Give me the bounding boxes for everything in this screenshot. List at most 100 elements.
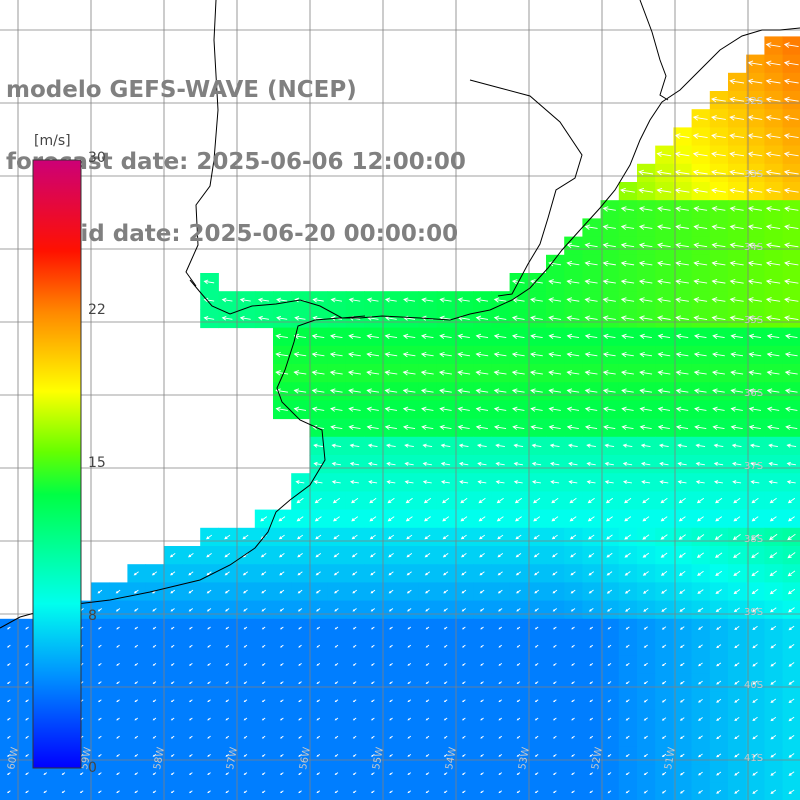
wind-arrow xyxy=(440,480,450,484)
wind-arrow xyxy=(571,754,575,757)
wind-arrow xyxy=(783,96,799,103)
wind-arrow xyxy=(513,443,524,448)
wind-arrow xyxy=(530,388,543,394)
wind-arrow xyxy=(352,626,357,630)
wind-arrow xyxy=(203,315,215,321)
wind-arrow xyxy=(134,699,139,703)
wind-arrow xyxy=(769,588,777,595)
wind-arrow xyxy=(692,133,708,139)
wind-arrow xyxy=(643,772,648,776)
wind-arrow xyxy=(477,461,487,466)
wind-arrow xyxy=(769,516,777,522)
wind-arrow xyxy=(407,663,412,666)
wind-arrow xyxy=(711,370,725,376)
wind-arrow xyxy=(661,735,667,739)
wind-arrow xyxy=(715,516,723,522)
wind-arrow xyxy=(752,625,758,631)
wind-arrow xyxy=(402,351,416,358)
wind-arrow xyxy=(98,754,102,757)
wind-arrow xyxy=(765,42,781,48)
wind-arrow xyxy=(329,388,343,394)
lat-label: 40S xyxy=(744,680,763,691)
wind-arrow xyxy=(351,516,359,522)
wind-arrow xyxy=(625,644,630,648)
wind-arrow xyxy=(498,626,503,630)
wind-arrow xyxy=(389,790,393,794)
wind-arrow xyxy=(280,663,284,666)
wind-arrow xyxy=(606,571,613,576)
wind-arrow xyxy=(206,553,212,558)
wind-arrow xyxy=(661,753,667,758)
wind-arrow xyxy=(133,571,139,576)
wind-arrow xyxy=(243,772,248,775)
wind-arrow xyxy=(298,644,302,648)
wind-arrow xyxy=(751,607,759,613)
wind-arrow xyxy=(479,608,485,612)
wind-arrow xyxy=(407,735,412,739)
wind-arrow xyxy=(584,224,598,230)
wind-arrow xyxy=(694,333,707,339)
wind-arrow xyxy=(134,663,139,666)
wind-arrow xyxy=(678,497,686,504)
wind-arrow xyxy=(765,60,781,67)
wind-arrow xyxy=(769,607,777,613)
wind-arrow xyxy=(334,717,339,721)
wind-arrow xyxy=(530,424,543,430)
wind-arrow xyxy=(368,480,378,484)
wind-arrow xyxy=(243,790,248,794)
wind-arrow xyxy=(371,790,375,794)
wind-arrow xyxy=(765,96,781,103)
wind-arrow xyxy=(679,570,686,576)
wind-arrow xyxy=(589,735,594,739)
wind-arrow xyxy=(315,589,321,594)
wind-arrow xyxy=(606,552,613,558)
wind-arrow xyxy=(421,297,434,303)
wind-arrow xyxy=(116,717,120,721)
wind-arrow xyxy=(765,278,781,285)
wind-arrow xyxy=(679,771,685,776)
wind-arrow xyxy=(462,626,466,630)
wind-arrow xyxy=(225,608,230,612)
wind-arrow xyxy=(661,699,667,703)
wind-arrow xyxy=(425,608,430,612)
wind-arrow xyxy=(661,644,667,648)
wind-arrow xyxy=(514,497,523,504)
wind-arrow xyxy=(278,516,286,522)
wind-arrow xyxy=(334,608,339,612)
wind-arrow xyxy=(747,297,762,303)
wind-arrow xyxy=(498,644,503,648)
wind-arrow xyxy=(571,790,575,794)
wind-arrow xyxy=(607,607,612,612)
wind-arrow xyxy=(293,351,307,358)
wind-arrow xyxy=(643,589,649,594)
wind-arrow xyxy=(460,534,467,540)
wind-arrow xyxy=(7,644,11,648)
wind-arrow xyxy=(243,644,248,648)
wind-arrow xyxy=(512,424,525,430)
wind-arrow xyxy=(675,333,689,339)
wind-arrow xyxy=(768,480,778,484)
wind-arrow xyxy=(243,735,248,739)
wind-arrow xyxy=(716,644,722,649)
wind-arrow xyxy=(439,333,452,339)
wind-arrow xyxy=(712,388,725,394)
wind-arrow xyxy=(407,681,412,684)
wind-arrow xyxy=(298,735,302,739)
wind-arrow xyxy=(334,754,339,757)
wind-arrow xyxy=(79,790,84,794)
wind-arrow xyxy=(729,206,744,212)
wind-arrow xyxy=(729,151,745,158)
wind-arrow xyxy=(116,644,120,648)
wind-arrow xyxy=(480,699,484,703)
wind-arrow xyxy=(715,570,723,576)
wind-arrow xyxy=(658,443,669,448)
wind-arrow xyxy=(711,206,726,212)
wind-arrow xyxy=(493,388,507,394)
wind-arrow xyxy=(334,735,339,739)
wind-arrow xyxy=(25,772,29,775)
wind-arrow xyxy=(98,790,102,794)
wind-arrow xyxy=(548,406,561,412)
wind-arrow xyxy=(261,663,266,666)
wind-arrow xyxy=(566,315,580,321)
wind-arrow xyxy=(493,297,507,303)
